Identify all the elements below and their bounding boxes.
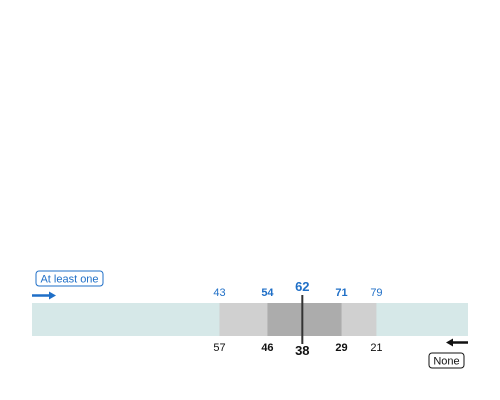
bottom-legend-label: None bbox=[433, 356, 459, 368]
left-arrow-icon bbox=[446, 338, 468, 347]
bottom-legend-box bbox=[428, 352, 465, 369]
bottom-tick-inner-low: 46 bbox=[261, 342, 273, 354]
top-legend-label: At least one bbox=[40, 274, 98, 286]
inner-range-band bbox=[267, 303, 342, 336]
top-tick-outer-high: 79 bbox=[370, 287, 382, 299]
top-legend-box bbox=[35, 270, 104, 287]
top-median-label: 62 bbox=[295, 279, 309, 294]
bottom-tick-outer-low: 57 bbox=[213, 342, 225, 354]
top-tick-inner-high: 71 bbox=[335, 287, 347, 299]
bottom-legend: None bbox=[428, 338, 468, 369]
top-tick-inner-low: 54 bbox=[261, 287, 274, 299]
bottom-tick-outer-high: 21 bbox=[370, 342, 382, 354]
bottom-tick-inner-high: 29 bbox=[335, 342, 347, 354]
top-tick-outer-low: 43 bbox=[213, 287, 225, 299]
bottom-median-label: 38 bbox=[295, 343, 309, 358]
top-legend: At least one bbox=[32, 270, 104, 300]
right-arrow-icon bbox=[32, 291, 56, 300]
